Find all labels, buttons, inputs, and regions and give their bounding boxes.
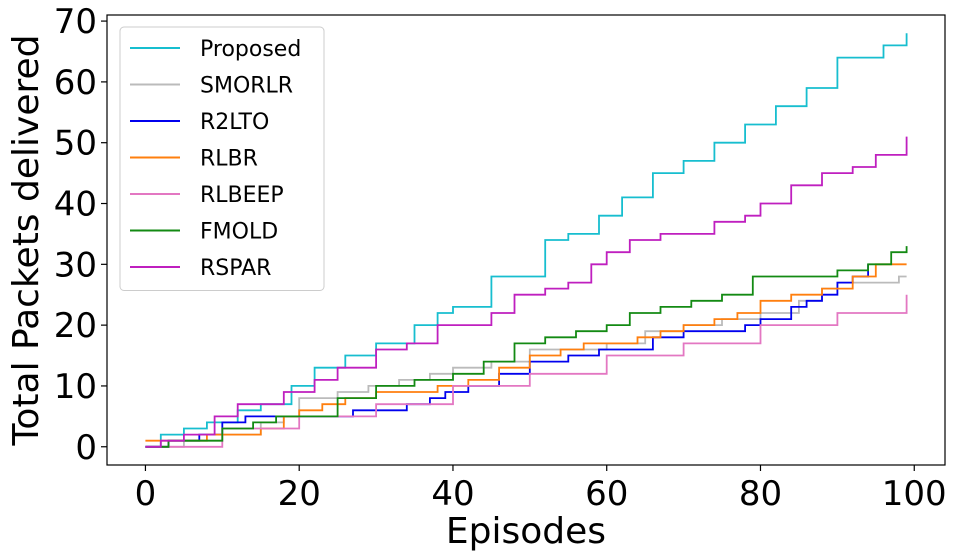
series-line-smorlr [145,275,907,448]
series-line-rlbeep [145,294,908,448]
y-tick-label: 40 [54,185,97,225]
legend-box [119,26,325,291]
series-line-rspar [145,136,908,448]
legend-label-r2lto: R2LTO [200,110,269,135]
legend-label-proposed: Proposed [200,37,301,62]
series-line-proposed [145,33,908,448]
series-line-rlbr [145,263,907,442]
y-axis-title: Total Packets delivered [6,35,47,447]
x-axis-title: Episodes [446,511,606,552]
legend-label-rspar: RSPAR [200,256,271,281]
x-tick-label: 20 [278,474,321,514]
x-tick-label: 0 [135,474,157,514]
series-line-r2lto [145,264,869,448]
y-tick-label: 30 [54,245,97,285]
y-tick-label: 0 [75,428,97,468]
x-tick-label: 80 [739,474,782,514]
y-tick-label: 20 [54,306,97,346]
series-line-fmold [145,246,908,448]
y-tick-label: 10 [54,367,97,407]
y-tick-label: 60 [54,63,97,103]
legend: Proposed SMORLR R2LTO RLBR RLBEEP FMOLD RSPAR [119,26,325,291]
x-axis: 0 20 40 60 80 100 [135,465,947,514]
legend-label-rlbeep: RLBEEP [200,183,284,208]
y-tick-label: 50 [54,124,97,164]
series-layer [145,33,908,448]
x-tick-label: 40 [431,474,474,514]
plot-frame [106,14,946,466]
legend-label-fmold: FMOLD [200,220,278,245]
y-axis: 0 10 20 30 40 50 60 70 [54,2,107,468]
legend-label-smorlr: SMORLR [200,74,293,99]
y-tick-label: 70 [54,2,97,42]
legend-label-rlbr: RLBR [200,147,258,172]
x-tick-label: 100 [882,474,947,514]
x-tick-label: 60 [585,474,628,514]
